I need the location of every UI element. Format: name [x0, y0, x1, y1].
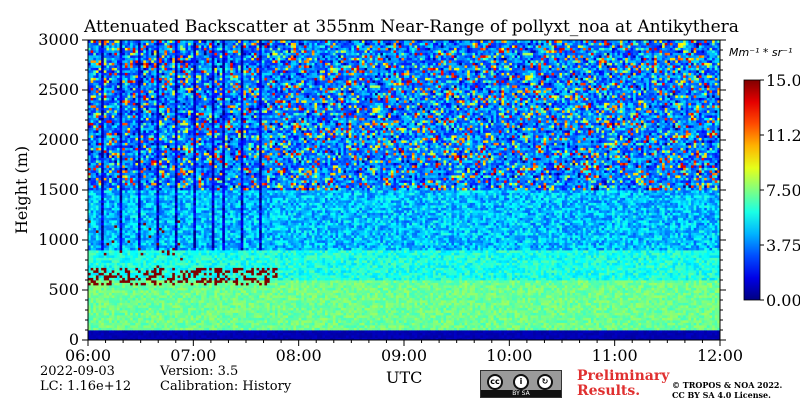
processing-version: Version: 3.5 — [160, 364, 238, 379]
x-axis: 06:00 07:00 08:00 09:00 10:00 11:00 12:00 — [65, 340, 743, 365]
backscatter-heatmap — [88, 40, 720, 340]
x-tick-label: 11:00 — [592, 346, 638, 365]
y-tick-label: 2000 — [38, 130, 79, 149]
colorbar-tick-label: 7.50 — [766, 181, 800, 200]
x-tick-label: 07:00 — [170, 346, 216, 365]
copyright-line1: © TROPOS & NOA 2022. — [672, 380, 782, 390]
preliminary-notice-line2: Results. — [577, 383, 640, 399]
y-tick-label: 2500 — [38, 80, 79, 99]
x-tick-label: 09:00 — [381, 346, 427, 365]
measurement-date: 2022-09-03 — [40, 364, 115, 379]
colorbar-gradient — [744, 80, 760, 300]
sa-share-icon: ↻ — [537, 374, 553, 390]
copyright-line2: CC BY SA 4.0 License. — [672, 390, 771, 400]
plot-title: Attenuated Backscatter at 355nm Near-Ran… — [84, 17, 739, 37]
y-tick-label: 0 — [69, 330, 79, 349]
y-axis-label: Height (m) — [12, 146, 31, 234]
calibration-info: Calibration: History — [160, 379, 291, 394]
preliminary-notice-line1: Preliminary — [577, 368, 669, 384]
x-tick-label: 10:00 — [486, 346, 532, 365]
cc-circle-icon: cc — [487, 374, 503, 390]
x-tick-label: 12:00 — [697, 346, 743, 365]
colorbar-unit-label: Mm⁻¹ * sr⁻¹ — [729, 46, 792, 59]
x-axis-label: UTC — [386, 368, 422, 387]
y-tick-label: 3000 — [38, 30, 79, 49]
license-badge-text: BY SA — [481, 390, 561, 397]
colorbar-tick-label: 15.00 — [766, 71, 800, 90]
creative-commons-by-sa-icon: cc i ↻ BY SA — [480, 370, 562, 398]
y-tick-label: 500 — [48, 280, 79, 299]
y-tick-label: 1000 — [38, 230, 79, 249]
x-tick-label: 08:00 — [276, 346, 322, 365]
colorbar-tick-label: 3.75 — [766, 236, 800, 255]
lidar-constant: LC: 1.16e+12 — [40, 379, 131, 394]
colorbar-tick-label: 0.00 — [766, 291, 800, 310]
colorbar-tick-label: 11.25 — [766, 126, 800, 145]
by-person-icon: i — [513, 374, 529, 390]
colorbar: 15.00 11.25 7.50 3.75 0.00 — [744, 71, 800, 310]
y-tick-label: 1500 — [38, 180, 79, 199]
